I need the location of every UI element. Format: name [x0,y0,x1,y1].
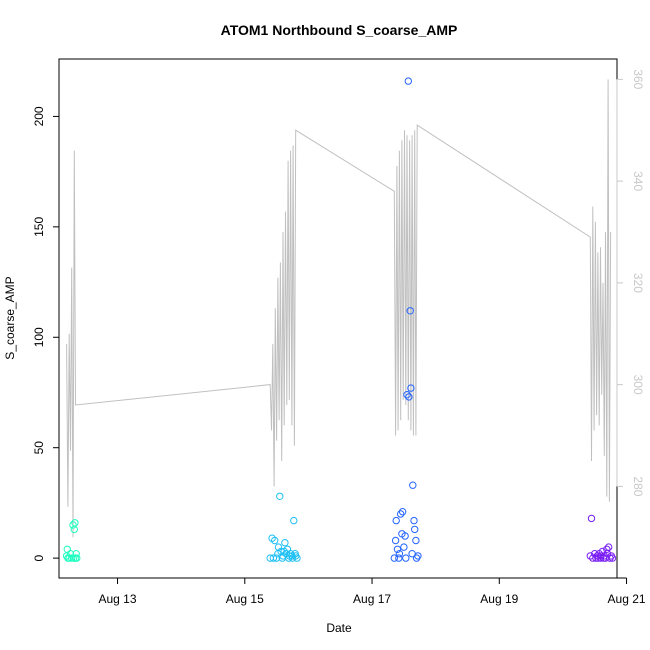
x-tick-label: Aug 21 [608,592,646,606]
data-point [406,307,414,315]
data-point [72,550,80,558]
secondary-trace [66,79,612,538]
y-tick-label: 0 [32,554,46,561]
data-point [398,508,407,516]
data-point [272,554,281,562]
data-point [401,532,409,540]
data-point [68,554,76,562]
data-point [409,481,417,489]
data-point [403,391,411,399]
x-tick-label: Aug 13 [99,592,137,606]
x-tick-label: Aug 15 [226,592,264,606]
y-tick-label: 150 [32,217,46,237]
data-point [597,552,605,560]
secondary-tick-label: 300 [631,375,645,395]
data-point [268,534,276,542]
data-point [69,521,77,529]
data-point [405,393,413,401]
x-axis-label: Date [326,621,352,635]
data-point [70,525,79,534]
y-axis-label: S_coarse_AMP [3,276,17,359]
data-point [393,545,402,553]
secondary-tick-label: 340 [631,171,645,191]
secondary-tick-label: 320 [631,273,645,293]
data-point [414,552,422,560]
chart-title: ATOM1 Northbound S_coarse_AMP [221,22,458,38]
data-point [410,516,418,525]
data-point [73,554,81,562]
data-point [608,554,617,562]
plot-frame [58,58,618,579]
x-axis: Aug 13 Aug 15 Aug 17 Aug 19 Aug 21 [99,577,646,606]
data-point [407,384,415,392]
data-point [391,536,400,545]
data-point [412,536,420,545]
data-point [71,519,79,527]
secondary-tick-label: 360 [631,69,645,89]
data-point [392,516,400,525]
secondary-y-axis: 280 300 320 340 360 [616,69,645,497]
data-point [605,543,613,551]
data-point [400,543,408,551]
data-point [397,510,405,518]
y-axis: 0 50 100 150 200 [32,106,60,561]
secondary-tick-label: 280 [631,476,645,496]
secondary-line [66,79,612,538]
data-point [290,516,298,525]
data-point [411,525,419,534]
y-tick-label: 50 [32,441,46,455]
x-tick-label: Aug 17 [353,592,391,606]
data-point [390,554,398,562]
x-tick-label: Aug 19 [480,592,518,606]
data-point [293,554,301,562]
data-point [395,550,404,558]
y-tick-label: 100 [32,327,46,347]
data-point [589,554,597,562]
data-point [587,514,596,523]
data-point [63,545,72,553]
data-point [276,492,284,500]
data-point [402,554,410,562]
data-point [395,554,403,562]
data-point [271,536,279,545]
data-point [269,554,278,562]
data-point [281,539,289,547]
scatter-points [62,77,617,562]
data-point [603,545,611,553]
data-point [404,77,412,85]
y-tick-label: 200 [32,106,46,126]
